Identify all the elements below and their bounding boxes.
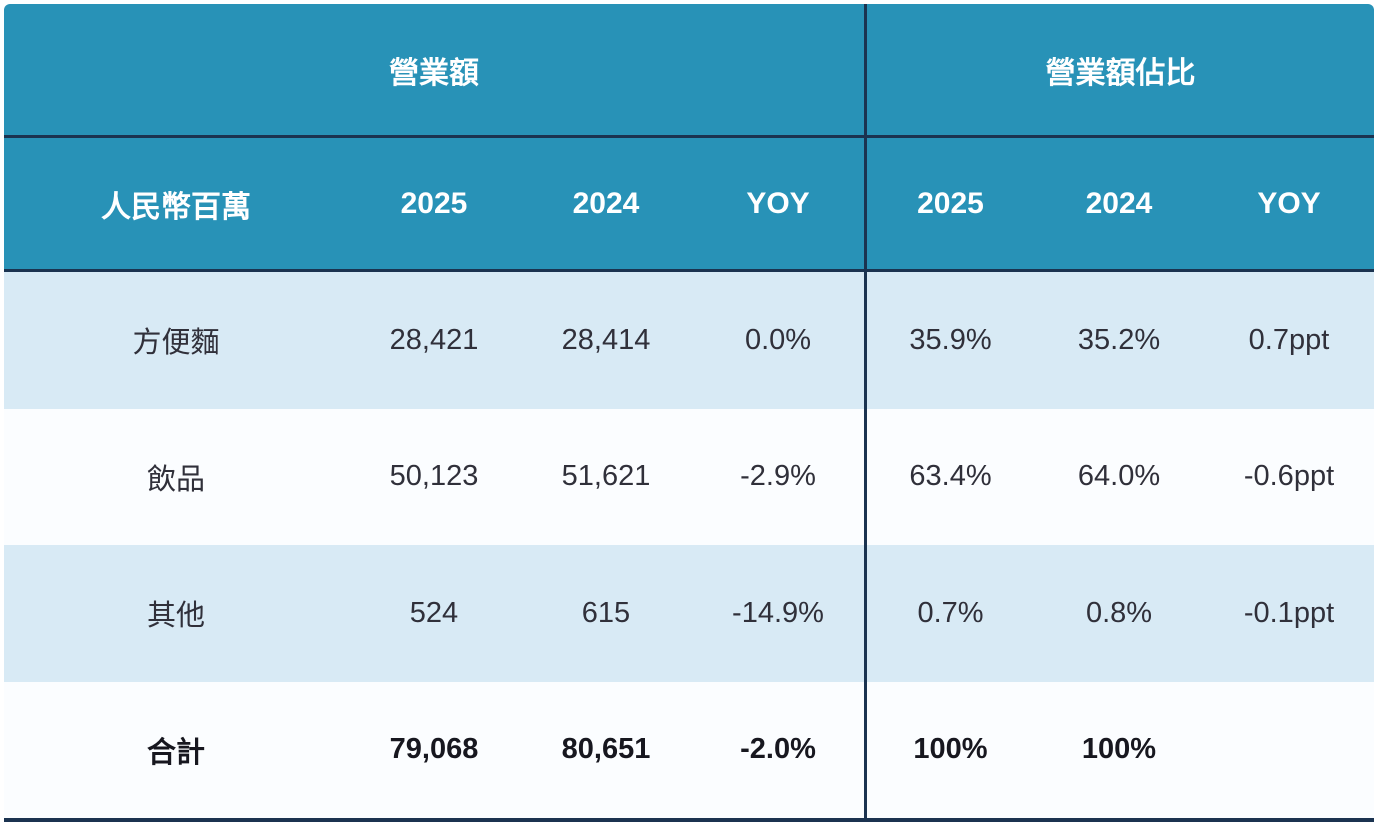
cell-share-yoy: [1204, 682, 1374, 819]
cell-share-2025: 100%: [864, 681, 1034, 818]
cell-share-2024: 0.8%: [1085, 596, 1153, 629]
col-header-right-2025: 2025: [864, 138, 1034, 269]
cell-share-2025: 63.4%: [864, 408, 1034, 545]
cell-share-2024: 64.0%: [1077, 460, 1161, 493]
cell-share-2024: 100%: [1081, 733, 1157, 766]
cell-revenue-2024: 51,621: [561, 460, 651, 493]
cell-revenue-2024: 80,651: [561, 733, 651, 766]
cell-revenue-yoy: -2.9%: [740, 460, 816, 493]
group-header-revenue-share: 營業額佔比: [864, 4, 1374, 135]
column-header-row: 人民幣百萬 2025 2024 YOY 2025 2024 YOY: [4, 138, 1374, 272]
cell-revenue-yoy: -14.9%: [732, 596, 824, 629]
cell-share-2024: 35.2%: [1077, 323, 1161, 356]
cell-revenue-2025: 50,123: [389, 460, 479, 493]
group-header-row: 營業額 營業額佔比: [4, 4, 1374, 138]
col-header-right-2024: 2024: [1085, 186, 1153, 220]
cell-share-yoy: 0.7ppt: [1248, 323, 1330, 356]
cell-revenue-2025: 28,421: [389, 323, 479, 356]
cell-revenue-2025: 524: [409, 596, 459, 629]
cell-share-2025: 0.7%: [864, 545, 1034, 682]
table-row-total: 合計 79,068 80,651 -2.0% 100% 100%: [4, 681, 1374, 819]
cell-share-yoy: -0.1ppt: [1243, 596, 1335, 629]
row-label: 方便麵: [132, 327, 220, 360]
table-row-others: 其他 524 615 -14.9% 0.7% 0.8% -0.1ppt: [4, 545, 1374, 682]
row-label: 其他: [146, 600, 205, 633]
cell-revenue-2024: 615: [581, 596, 631, 629]
revenue-table: 營業額 營業額佔比 人民幣百萬 2025 2024 YOY 2025 2024 …: [4, 4, 1374, 822]
table-row-beverages: 飲品 50,123 51,621 -2.9% 63.4% 64.0% -0.6p…: [4, 408, 1374, 545]
cell-revenue-yoy: -2.0%: [740, 733, 816, 766]
cell-revenue-yoy: 0.0%: [744, 323, 812, 356]
table-row-instant-noodles: 方便麵 28,421 28,414 0.0% 35.9% 35.2% 0.7pp…: [4, 272, 1374, 409]
col-header-left-yoy: YOY: [746, 186, 810, 220]
cell-share-yoy: -0.6ppt: [1243, 460, 1335, 493]
group-header-revenue: 營業額: [389, 56, 479, 90]
col-header-left-2024: 2024: [572, 186, 640, 220]
col-header-row-label: 人民幣百萬: [101, 190, 251, 224]
col-header-right-yoy: YOY: [1257, 186, 1321, 220]
row-label: 合計: [146, 736, 205, 769]
cell-share-2025: 35.9%: [864, 272, 1034, 409]
table-body: 方便麵 28,421 28,414 0.0% 35.9% 35.2% 0.7pp…: [4, 272, 1374, 818]
cell-revenue-2024: 28,414: [561, 323, 651, 356]
col-header-left-2025: 2025: [400, 186, 468, 220]
row-label: 飲品: [146, 463, 205, 496]
cell-revenue-2025: 79,068: [389, 733, 479, 766]
